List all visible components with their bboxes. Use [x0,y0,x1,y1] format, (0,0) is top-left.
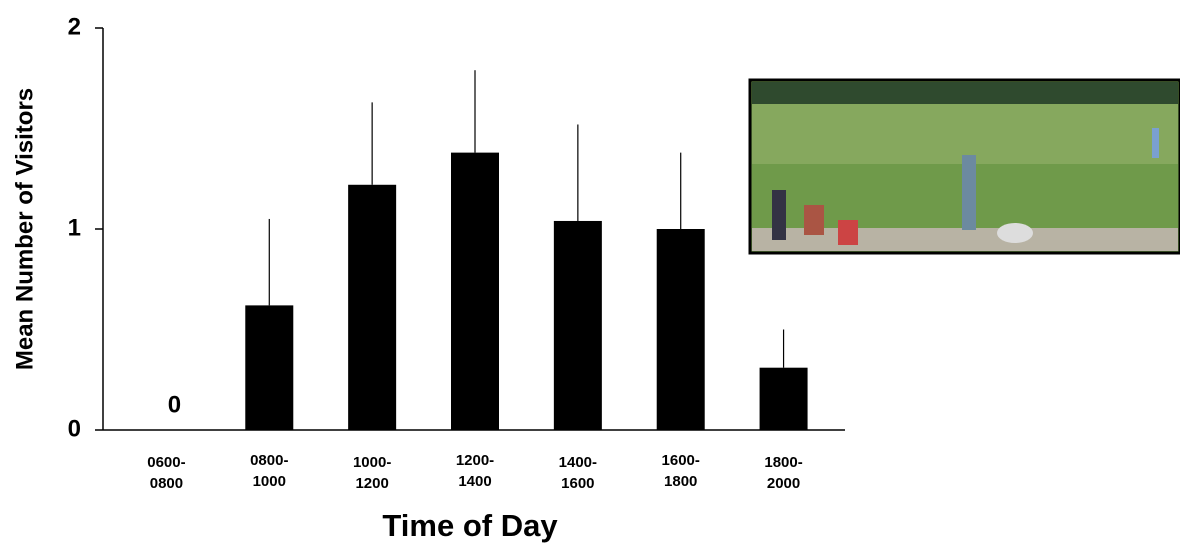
x-tick-label: 0800- 1000 [250,452,289,490]
x-tick-label: 0600- 0800 [147,454,186,492]
bar [348,184,397,430]
bar [759,367,808,430]
x-tick-label: 1200- 1400 [455,452,495,490]
bar [553,220,602,430]
x-tick-label: 1000- 1200 [352,454,392,492]
x-axis-title: Time of Day [382,508,558,543]
bar [245,305,294,430]
x-tick-label: 1800- 2000 [764,454,803,492]
x-tick-label: 1400- 1600 [558,454,598,492]
bar [656,229,705,430]
y-tick-label: 1 [68,214,81,241]
y-axis-title: Mean Number of Visitors [11,88,38,370]
x-tick-label: 1600- 1800 [661,452,700,490]
photo-inset [748,78,1180,255]
bar [451,152,499,430]
y-tick-label: 0 [68,415,81,442]
value-label: 0 [168,391,181,418]
y-tick-label: 2 [68,13,81,40]
